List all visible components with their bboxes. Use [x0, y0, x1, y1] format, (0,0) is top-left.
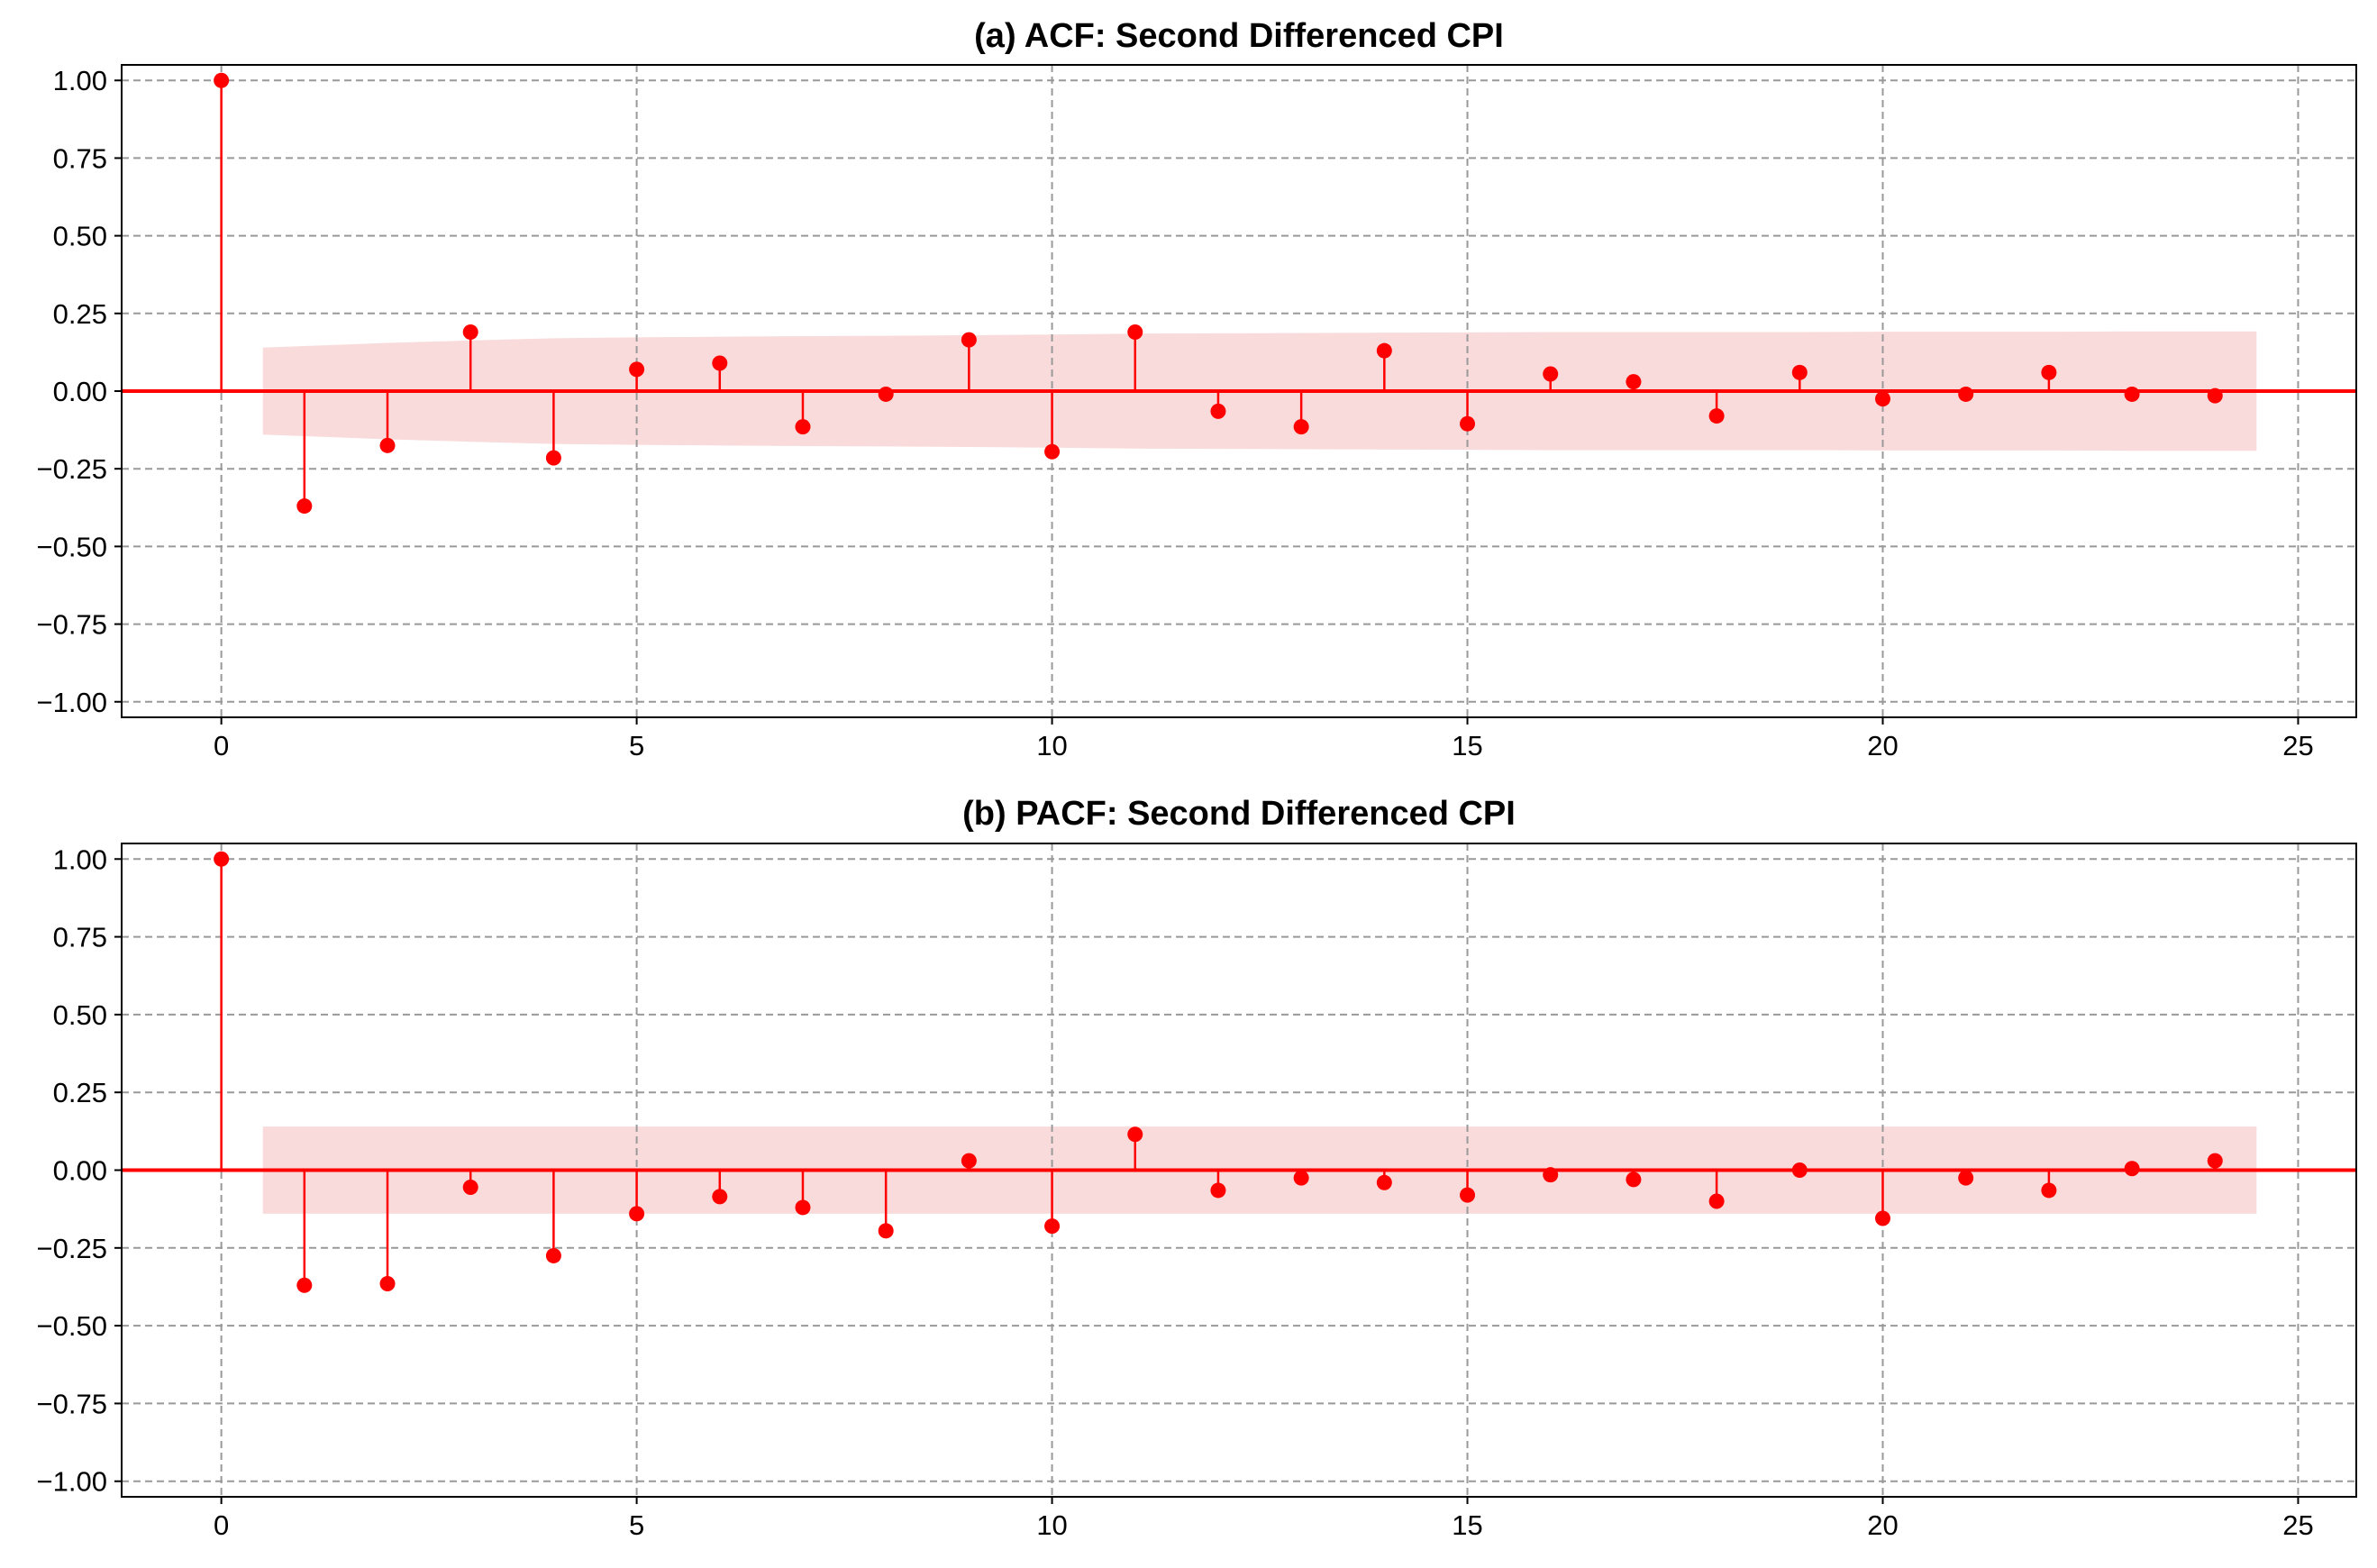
stem-marker [462, 1179, 478, 1195]
y-tick-label: 0.25 [53, 1077, 107, 1108]
stem-marker [878, 386, 894, 402]
x-tick-label: 10 [1036, 730, 1067, 761]
stem-marker [1044, 1218, 1061, 1235]
y-tick-label: 0.25 [53, 298, 107, 330]
stem-marker [878, 1223, 894, 1239]
stem-marker [2124, 1161, 2140, 1177]
x-tick-label: 5 [629, 1509, 644, 1541]
stem-marker [1543, 1167, 1559, 1183]
stem-marker [795, 1199, 811, 1216]
stem-marker [961, 1153, 977, 1169]
stem-marker [2124, 386, 2140, 402]
x-tick-label: 0 [214, 1509, 229, 1541]
stem-marker [712, 355, 728, 371]
stem-marker [1210, 1182, 1226, 1199]
stem-marker [795, 419, 811, 435]
stem-marker [2207, 387, 2223, 404]
y-tick-label: −0.25 [37, 1233, 107, 1264]
stem-marker [1460, 415, 1476, 432]
stem-marker [2207, 1153, 2223, 1169]
stem-marker [1958, 1170, 1974, 1186]
stem-marker [1626, 1171, 1642, 1188]
stem-marker [1376, 1174, 1392, 1190]
stem-marker [629, 361, 645, 378]
stem-marker [296, 498, 313, 515]
stem-marker [1708, 408, 1725, 424]
x-tick-label: 10 [1036, 1509, 1067, 1541]
y-tick-label: −0.50 [37, 531, 107, 562]
stem-marker [1127, 1126, 1143, 1143]
stem-marker [961, 332, 977, 348]
stem-marker [1958, 386, 1974, 402]
y-tick-label: 0.00 [53, 376, 107, 407]
stem-marker [1708, 1193, 1725, 1209]
stem-marker [1791, 1162, 1808, 1178]
y-tick-label: 0.50 [53, 221, 107, 252]
y-tick-label: −0.75 [37, 609, 107, 641]
x-tick-label: 15 [1452, 730, 1482, 761]
stem-marker [1127, 324, 1143, 340]
x-tick-label: 0 [214, 730, 229, 761]
y-tick-label: 0.00 [53, 1155, 107, 1187]
stem-marker [1044, 443, 1061, 460]
stem-marker [1543, 366, 1559, 382]
stem-marker [296, 1277, 313, 1293]
stem-marker [712, 1189, 728, 1205]
x-tick-label: 25 [2282, 1509, 2313, 1541]
stem-marker [1293, 1170, 1309, 1186]
y-tick-label: 1.00 [53, 843, 107, 875]
stem-marker [629, 1206, 645, 1222]
y-tick-label: −0.75 [37, 1388, 107, 1419]
x-tick-label: 5 [629, 730, 644, 761]
subplot-pacf: (b) PACF: Second Differenced CPI 0 5 10 15 20… [37, 795, 2357, 1541]
stem-marker [1460, 1187, 1476, 1203]
stem-marker [1210, 403, 1226, 419]
y-tick-label: 0.50 [53, 999, 107, 1031]
x-tick-label: 25 [2282, 730, 2313, 761]
chart-title: (a) ACF: Second Differenced CPI [974, 17, 1504, 55]
y-tick-label: 1.00 [53, 65, 107, 96]
stem-marker [214, 72, 230, 88]
stem-marker [214, 851, 230, 867]
x-tick-label: 20 [1867, 730, 1898, 761]
y-tick-label: −1.00 [37, 687, 107, 718]
x-tick-label: 20 [1867, 1509, 1898, 1541]
subplot-acf: (a) ACF: Second Differenced CPI 0 5 10 15 20 2… [37, 17, 2357, 761]
y-tick-label: −1.00 [37, 1466, 107, 1498]
stem-marker [545, 450, 561, 466]
y-tick-label: 0.75 [53, 922, 107, 953]
stem-marker [1626, 374, 1642, 390]
stem-marker [379, 437, 396, 453]
stem-marker [1874, 391, 1890, 407]
x-tick-label: 15 [1452, 1509, 1482, 1541]
stem-marker [1376, 342, 1392, 359]
stem-marker [2041, 364, 2057, 380]
stem-marker [545, 1247, 561, 1263]
stem-marker [1791, 364, 1808, 380]
y-tick-label: 0.75 [53, 142, 107, 174]
chart-title: (b) PACF: Second Differenced CPI [962, 795, 1516, 833]
stem-marker [1874, 1210, 1890, 1226]
stem-marker [379, 1276, 396, 1292]
stem-marker [1293, 419, 1309, 435]
stem-marker [2041, 1182, 2057, 1199]
y-tick-label: −0.25 [37, 453, 107, 485]
stem-marker [462, 324, 478, 340]
y-tick-label: −0.50 [37, 1310, 107, 1342]
